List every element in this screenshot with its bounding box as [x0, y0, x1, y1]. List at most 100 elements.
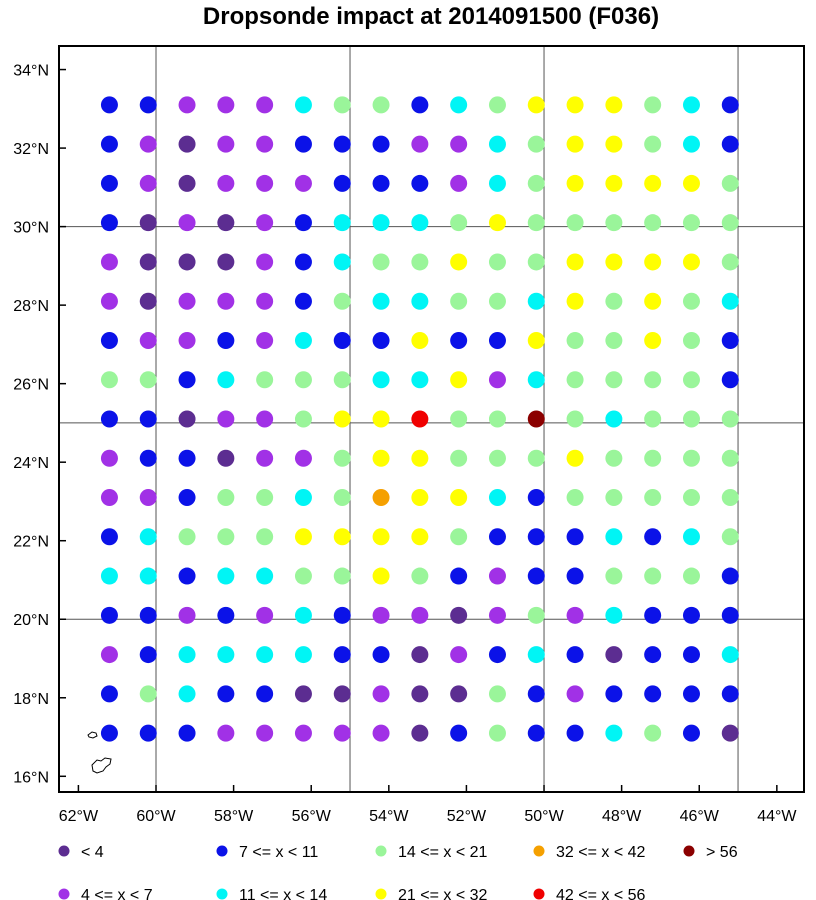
dropsonde-point — [100, 135, 118, 153]
dropsonde-point — [333, 331, 351, 349]
dropsonde-point — [256, 489, 274, 507]
dropsonde-point — [294, 174, 312, 192]
dropsonde-point — [372, 528, 390, 546]
dropsonde-point — [294, 253, 312, 271]
dropsonde-point — [527, 135, 545, 153]
dropsonde-point — [372, 567, 390, 585]
dropsonde-point — [644, 646, 662, 664]
dropsonde-point — [294, 214, 312, 232]
dropsonde-point — [217, 292, 235, 310]
x-tick-label: 44°W — [757, 808, 797, 825]
dropsonde-point — [682, 331, 700, 349]
dropsonde-point — [566, 489, 584, 507]
dropsonde-point — [178, 135, 196, 153]
dropsonde-point — [100, 528, 118, 546]
legend-item: 32 <= x < 42 — [533, 844, 646, 861]
legend-marker — [375, 845, 387, 857]
dropsonde-point — [372, 292, 390, 310]
dropsonde-point — [488, 606, 506, 624]
dropsonde-point — [682, 174, 700, 192]
dropsonde-point — [372, 685, 390, 703]
dropsonde-point — [488, 489, 506, 507]
dropsonde-point — [605, 331, 623, 349]
legend-label: 21 <= x < 32 — [398, 887, 488, 900]
dropsonde-point — [100, 724, 118, 742]
dropsonde-point — [566, 685, 584, 703]
dropsonde-point — [682, 606, 700, 624]
dropsonde-point — [178, 214, 196, 232]
dropsonde-point — [178, 724, 196, 742]
dropsonde-point — [527, 214, 545, 232]
dropsonde-point — [333, 489, 351, 507]
legend-item: 42 <= x < 56 — [533, 887, 646, 900]
dropsonde-point — [217, 214, 235, 232]
dropsonde-point — [411, 489, 429, 507]
dropsonde-point — [488, 528, 506, 546]
dropsonde-point — [721, 292, 739, 310]
dropsonde-point — [178, 371, 196, 389]
dropsonde-point — [178, 449, 196, 467]
dropsonde-point — [488, 331, 506, 349]
dropsonde-point — [488, 724, 506, 742]
dropsonde-point — [644, 449, 662, 467]
dropsonde-point — [294, 724, 312, 742]
dropsonde-point — [682, 528, 700, 546]
dropsonde-point — [100, 331, 118, 349]
dropsonde-point — [256, 724, 274, 742]
dropsonde-point — [566, 449, 584, 467]
dropsonde-point — [333, 214, 351, 232]
dropsonde-point — [217, 449, 235, 467]
dropsonde-point — [333, 724, 351, 742]
dropsonde-point — [644, 528, 662, 546]
dropsonde-point — [139, 96, 157, 114]
dropsonde-point — [178, 528, 196, 546]
dropsonde-point — [682, 253, 700, 271]
dropsonde-point — [100, 489, 118, 507]
dropsonde-point — [721, 253, 739, 271]
dropsonde-point — [566, 371, 584, 389]
dropsonde-point — [644, 371, 662, 389]
dropsonde-point — [566, 567, 584, 585]
legend-label: 42 <= x < 56 — [556, 887, 646, 900]
dropsonde-point — [333, 685, 351, 703]
dropsonde-point — [721, 331, 739, 349]
dropsonde-point — [372, 489, 390, 507]
dropsonde-point — [566, 410, 584, 428]
dropsonde-point — [372, 331, 390, 349]
dropsonde-point — [721, 724, 739, 742]
dropsonde-point — [644, 135, 662, 153]
dropsonde-point — [294, 96, 312, 114]
dropsonde-point — [488, 96, 506, 114]
island-outline-large — [91, 757, 112, 774]
dropsonde-point — [605, 174, 623, 192]
dropsonde-point — [644, 292, 662, 310]
dropsonde-point — [411, 410, 429, 428]
legend-marker — [533, 845, 545, 857]
dropsonde-point — [450, 96, 468, 114]
dropsonde-point — [566, 135, 584, 153]
dropsonde-point — [450, 174, 468, 192]
dropsonde-point — [527, 528, 545, 546]
dropsonde-point — [527, 96, 545, 114]
legend-label: 7 <= x < 11 — [239, 844, 318, 861]
dropsonde-point — [682, 489, 700, 507]
dropsonde-point — [139, 449, 157, 467]
dropsonde-point — [333, 174, 351, 192]
dropsonde-point — [488, 646, 506, 664]
legend-item: > 56 — [683, 844, 738, 861]
dropsonde-point — [100, 371, 118, 389]
dropsonde-point — [411, 646, 429, 664]
dropsonde-point — [721, 410, 739, 428]
dropsonde-points — [100, 96, 739, 742]
dropsonde-point — [644, 606, 662, 624]
dropsonde-point — [372, 135, 390, 153]
dropsonde-point — [372, 253, 390, 271]
dropsonde-point — [721, 135, 739, 153]
dropsonde-point — [605, 410, 623, 428]
dropsonde-point — [333, 253, 351, 271]
dropsonde-point — [488, 174, 506, 192]
dropsonde-point — [256, 646, 274, 664]
x-tick-label: 54°W — [369, 808, 409, 825]
island-outline-small — [87, 731, 98, 739]
legend-label: 32 <= x < 42 — [556, 844, 646, 861]
